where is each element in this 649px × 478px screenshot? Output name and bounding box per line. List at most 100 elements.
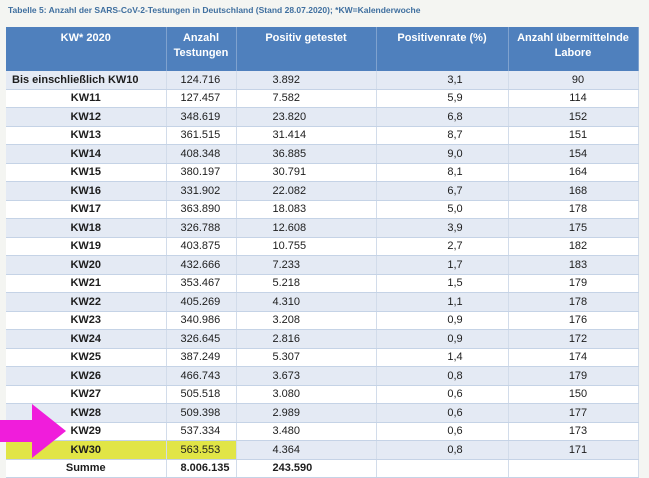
- cell-positive: 12.608: [236, 218, 377, 238]
- cell-rate: 8,1: [376, 163, 509, 182]
- cell-positive: 2.816: [236, 329, 377, 349]
- table-row: KW23 340.986 3.208 0,9 176: [6, 311, 639, 330]
- cell-week: KW22: [6, 292, 167, 312]
- cell-rate: 1,5: [376, 274, 509, 293]
- table-row: KW16 331.902 22.082 6,7 168: [6, 181, 639, 201]
- cell-week: KW21: [6, 274, 167, 293]
- cell-week: KW27: [6, 385, 167, 404]
- cell-rate: 9,0: [376, 144, 509, 164]
- table-caption: Tabelle 5: Anzahl der SARS-CoV-2-Testung…: [8, 5, 421, 15]
- cell-week: KW23: [6, 311, 167, 330]
- cell-labs: 152: [508, 107, 639, 127]
- table-row: KW14 408.348 36.885 9,0 154: [6, 144, 639, 164]
- cell-tests: 331.902: [166, 181, 237, 201]
- cell-rate: 0,9: [376, 311, 509, 330]
- table-row: Bis einschließlich KW10 124.716 3.892 3,1 90: [6, 71, 639, 90]
- cell-labs: 178: [508, 200, 639, 219]
- cell-week: KW24: [6, 329, 167, 349]
- cell-tests: 466.743: [166, 366, 237, 386]
- cell-rate: 3,1: [376, 71, 509, 90]
- cell-week: KW14: [6, 144, 167, 164]
- cell-positive: 3.480: [236, 422, 377, 441]
- header-rate: Positivenrate (%): [376, 27, 509, 71]
- cell-rate: 0,6: [376, 385, 509, 404]
- cell-labs: 90: [508, 71, 639, 90]
- table-row: KW24 326.645 2.816 0,9 172: [6, 329, 639, 349]
- cell-rate: 0,6: [376, 403, 509, 423]
- testing-table: KW* 2020 Anzahl Testungen Positiv getest…: [6, 27, 639, 478]
- cell-rate: 2,7: [376, 237, 509, 256]
- cell-rate: 0,6: [376, 422, 509, 441]
- cell-tests: 387.249: [166, 348, 237, 367]
- table-row: KW12 348.619 23.820 6,8 152: [6, 107, 639, 127]
- cell-tests: 405.269: [166, 292, 237, 312]
- cell-tests: 348.619: [166, 107, 237, 127]
- cell-tests: 361.515: [166, 126, 237, 145]
- cell-week: KW16: [6, 181, 167, 201]
- cell-week: KW11: [6, 89, 167, 108]
- cell-labs: 150: [508, 385, 639, 404]
- cell-rate: 6,8: [376, 107, 509, 127]
- cell-labs: 154: [508, 144, 639, 164]
- table-row: KW25 387.249 5.307 1,4 174: [6, 348, 639, 367]
- cell-labs: 177: [508, 403, 639, 423]
- cell-rate: 5,0: [376, 200, 509, 219]
- table-header-row: KW* 2020 Anzahl Testungen Positiv getest…: [6, 27, 639, 71]
- cell-week: KW26: [6, 366, 167, 386]
- header-tests: Anzahl Testungen: [166, 27, 237, 71]
- cell-week: KW18: [6, 218, 167, 238]
- cell-positive: 4.364: [236, 440, 377, 460]
- table-row: KW19 403.875 10.755 2,7 182: [6, 237, 639, 256]
- cell-tests: 505.518: [166, 385, 237, 404]
- cell-tests: 380.197: [166, 163, 237, 182]
- table-row: KW11 127.457 7.582 5,9 114: [6, 89, 639, 108]
- cell-labs: 164: [508, 163, 639, 182]
- cell-positive: 36.885: [236, 144, 377, 164]
- table-row: KW22 405.269 4.310 1,1 178: [6, 292, 639, 312]
- cell-labs: 178: [508, 292, 639, 312]
- cell-positive: 2.989: [236, 403, 377, 423]
- cell-rate: 1,1: [376, 292, 509, 312]
- table-body: Bis einschließlich KW10 124.716 3.892 3,1 90…: [6, 71, 639, 478]
- table-row: KW28 509.398 2.989 0,6 177: [6, 403, 639, 423]
- cell-week: Bis einschließlich KW10: [6, 71, 167, 90]
- cell-positive: 30.791: [236, 163, 377, 182]
- cell-positive: 3.673: [236, 366, 377, 386]
- cell-positive: 5.218: [236, 274, 377, 293]
- cell-tests: 408.348: [166, 144, 237, 164]
- sum-cell-positive: 243.590: [236, 458, 377, 478]
- cell-positive: 3.080: [236, 385, 377, 404]
- cell-week: KW13: [6, 126, 167, 145]
- cell-tests: 340.986: [166, 311, 237, 330]
- cell-labs: 172: [508, 329, 639, 349]
- cell-week: KW12: [6, 107, 167, 127]
- cell-positive: 7.233: [236, 255, 377, 275]
- header-labs: Anzahl übermittelnde Labore: [508, 27, 639, 71]
- sum-cell-rate: [376, 458, 509, 478]
- cell-rate: 8,7: [376, 126, 509, 145]
- cell-week: KW17: [6, 200, 167, 219]
- sum-row: Summe 8.006.135 243.590: [6, 458, 639, 478]
- cell-positive: 4.310: [236, 292, 377, 312]
- sum-cell-week: Summe: [6, 458, 167, 478]
- cell-week: KW19: [6, 237, 167, 256]
- cell-tests: 403.875: [166, 237, 237, 256]
- cell-tests: 537.334: [166, 422, 237, 441]
- cell-positive: 31.414: [236, 126, 377, 145]
- table-row: KW17 363.890 18.083 5,0 178: [6, 200, 639, 219]
- header-week: KW* 2020: [6, 27, 167, 71]
- cell-positive: 3.892: [236, 71, 377, 90]
- cell-rate: 0,8: [376, 440, 509, 460]
- table-row: KW18 326.788 12.608 3,9 175: [6, 218, 639, 238]
- cell-tests: 432.666: [166, 255, 237, 275]
- cell-labs: 176: [508, 311, 639, 330]
- table-row: KW21 353.467 5.218 1,5 179: [6, 274, 639, 293]
- cell-rate: 1,4: [376, 348, 509, 367]
- cell-positive: 5.307: [236, 348, 377, 367]
- cell-labs: 173: [508, 422, 639, 441]
- cell-rate: 6,7: [376, 181, 509, 201]
- cell-week: KW15: [6, 163, 167, 182]
- cell-week: KW20: [6, 255, 167, 275]
- cell-rate: 0,8: [376, 366, 509, 386]
- table-row: KW30 563.553 4.364 0,8 171: [6, 440, 639, 460]
